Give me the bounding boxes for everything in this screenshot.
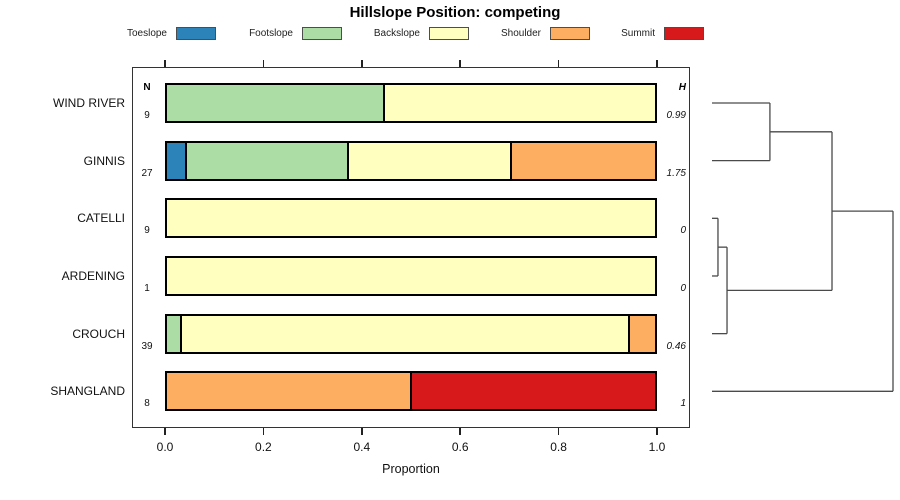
legend-swatch-footslope-icon: [302, 27, 342, 40]
x-tick-label: 1.0: [648, 440, 666, 454]
n-value: 9: [144, 110, 150, 121]
h-value: 0: [680, 282, 686, 294]
legend-label-toeslope: Toeslope: [126, 28, 167, 39]
bar-segment-backslope: [167, 200, 655, 237]
bar-segment-toeslope: [167, 142, 185, 179]
x-tick-top: [262, 60, 265, 67]
x-tick-top: [361, 60, 363, 67]
row-label: CATELLI: [77, 211, 125, 226]
bar-segment-shoulder: [628, 315, 655, 352]
x-tick-label: 0.4: [353, 440, 371, 454]
bar-segment-backslope: [179, 315, 629, 352]
bar-segment-footslope: [167, 315, 180, 352]
bar-segment-summit: [410, 373, 655, 410]
legend-label-shoulder: Shoulder: [500, 28, 541, 39]
legend-label-summit: Summit: [621, 28, 655, 39]
x-axis-label: Proportion: [382, 462, 440, 476]
x-tick-top: [557, 60, 560, 67]
h-column-header: H: [678, 82, 686, 93]
h-value: 0: [680, 225, 686, 237]
bar-row: [165, 140, 657, 181]
h-value: 0.99: [666, 110, 686, 121]
n-value: 27: [141, 167, 153, 179]
n-value: 9: [144, 225, 150, 237]
bar-segment-footslope: [184, 142, 348, 179]
bar-row: [165, 255, 657, 296]
plot-area-border: [132, 67, 690, 428]
x-tick-bottom: [459, 428, 461, 435]
bar-row: [165, 198, 657, 239]
legend-swatch-backslope-icon: [429, 27, 469, 40]
x-tick-bottom: [262, 428, 265, 435]
h-value: 0.46: [666, 340, 686, 352]
row-label: WIND RIVER: [53, 96, 125, 110]
h-value: 1: [680, 398, 686, 410]
legend-label-backslope: Backslope: [373, 28, 420, 39]
bar-segment-shoulder: [509, 142, 655, 179]
legend-swatch-shoulder-icon: [550, 27, 590, 40]
legend-label-footslope: Footslope: [249, 28, 293, 39]
bar-segment-shoulder: [167, 373, 410, 410]
row-label: CROUCH: [72, 326, 125, 341]
n-column-header: N: [143, 82, 151, 93]
x-tick-label: 0.0: [156, 440, 174, 454]
bar-segment-backslope: [382, 85, 655, 121]
bar-segment-backslope: [167, 257, 655, 294]
x-tick-top: [164, 60, 166, 67]
bar-segment-backslope: [347, 142, 510, 179]
bar-row: [165, 371, 657, 412]
bar-segment-footslope: [167, 85, 383, 121]
legend-swatch-toeslope-icon: [176, 27, 216, 40]
h-value: 1.75: [666, 167, 686, 179]
n-value: 39: [141, 340, 153, 352]
x-tick-top: [459, 60, 461, 67]
row-label: SHANGLAND: [50, 384, 125, 399]
n-value: 8: [144, 398, 150, 410]
row-label: GINNIS: [83, 153, 125, 168]
x-tick-label: 0.8: [550, 440, 567, 454]
bar-row: [165, 83, 657, 123]
bar-row: [165, 313, 657, 354]
chart-title: Hillslope Position: competing: [349, 4, 561, 21]
x-tick-bottom: [164, 428, 166, 435]
x-tick-label: 0.2: [255, 440, 272, 454]
x-tick-bottom: [656, 428, 658, 435]
n-value: 1: [144, 282, 150, 294]
row-label: ARDENING: [61, 268, 125, 283]
x-tick-bottom: [361, 428, 363, 435]
x-tick-label: 0.6: [451, 440, 469, 454]
x-tick-top: [656, 60, 658, 67]
x-tick-bottom: [557, 428, 560, 435]
legend-swatch-summit-icon: [664, 27, 704, 40]
